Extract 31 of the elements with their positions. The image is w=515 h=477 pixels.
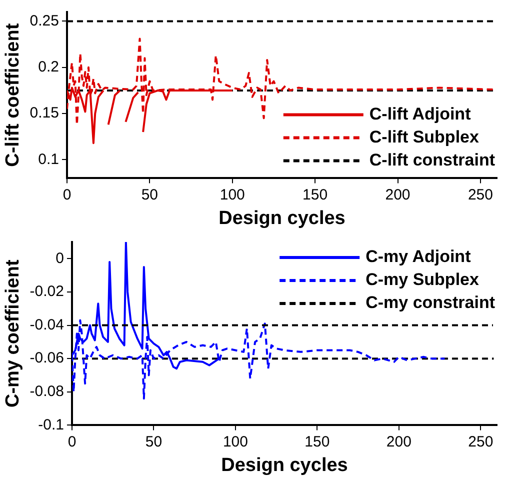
legend-label: C-my constraint — [366, 293, 496, 312]
x-tick-label: 200 — [385, 186, 410, 204]
x-tick-label: 50 — [141, 186, 158, 204]
y-tick-label: -0.1 — [38, 416, 64, 434]
x-tick-label: 250 — [468, 433, 494, 450]
x-tick-label: 100 — [220, 186, 245, 204]
y-tick-label: 0.2 — [38, 58, 59, 76]
legend-label: C-my Adjoint — [366, 247, 472, 266]
x-axis-title: Design cycles — [221, 454, 348, 476]
x-tick-label: 50 — [145, 433, 162, 450]
y-tick-label: -0.04 — [30, 316, 64, 334]
x-tick-label: 0 — [68, 433, 76, 450]
y-tick-label: -0.08 — [30, 383, 64, 400]
legend-label: C-lift Subplex — [369, 127, 480, 146]
x-tick-label: 200 — [386, 433, 412, 450]
y-tick-label: 0.25 — [30, 12, 59, 30]
y-tick-label: -0.06 — [30, 350, 64, 367]
y-tick-label: -0.02 — [30, 283, 64, 300]
x-tick-label: 150 — [304, 433, 330, 450]
y-axis-title: C-my coefficient — [2, 259, 24, 408]
x-tick-label: 250 — [468, 186, 493, 204]
y-tick-label: 0 — [56, 250, 64, 267]
legend-label: C-lift Adjoint — [369, 104, 472, 124]
x-axis-title: Design cycles — [218, 208, 346, 229]
y-tick-label: 0.1 — [38, 150, 59, 168]
x-tick-label: 100 — [222, 433, 248, 450]
y-axis-title: C-lift coefficient — [2, 22, 24, 167]
x-tick-label: 150 — [302, 186, 328, 204]
legend-label: C-lift constraint — [369, 150, 496, 170]
y-tick-label: 0.15 — [30, 104, 59, 122]
legend-label: C-my Subplex — [366, 270, 480, 290]
